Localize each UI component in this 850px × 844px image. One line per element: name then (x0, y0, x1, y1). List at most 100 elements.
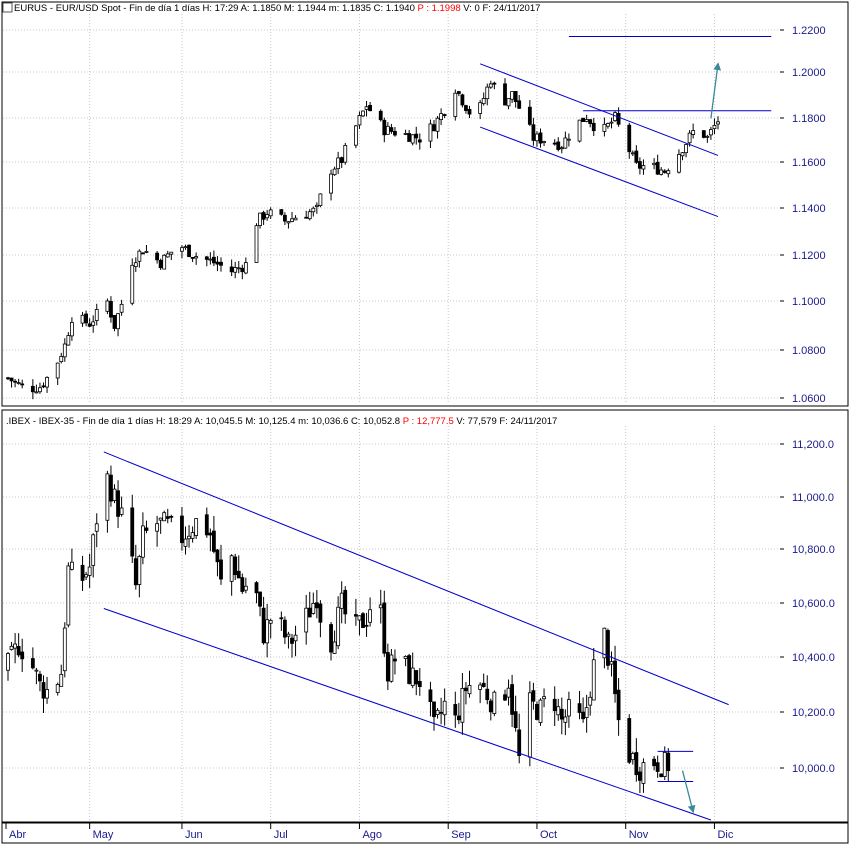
candle (133, 257, 138, 272)
candle (609, 117, 614, 129)
candle-body (634, 150, 639, 163)
candle-body (66, 335, 71, 346)
candle-body (460, 688, 465, 723)
candle (407, 130, 412, 142)
candle (80, 311, 85, 327)
candle (307, 209, 312, 221)
candle-body (666, 170, 671, 175)
trendline[interactable] (479, 126, 719, 218)
candle (169, 514, 174, 523)
candle (584, 694, 589, 733)
candle-body (542, 696, 546, 700)
candle (211, 515, 216, 554)
candle-body (87, 323, 92, 327)
candle-body (481, 682, 486, 687)
candle (339, 581, 344, 624)
candle-body (165, 253, 170, 258)
candle-body (112, 314, 117, 329)
candle-body (343, 145, 348, 163)
candle (353, 124, 358, 149)
ytick-label: 1.1800 (792, 113, 826, 125)
candle (677, 149, 681, 174)
candle-body (531, 690, 536, 702)
candle (652, 755, 656, 771)
candle-body (286, 633, 291, 637)
bottom-header-text: .IBEX - IBEX-35 - Fin de día 1 días H: 1… (6, 416, 557, 427)
candle (439, 108, 444, 125)
candle-body (630, 152, 635, 155)
candle-body (279, 209, 284, 215)
candle (307, 591, 312, 618)
candle (254, 223, 259, 263)
candle (556, 137, 561, 152)
bottom-yaxis: 11,200.0 11,000.0 10,800.0 10,600.0 10,400.0… (780, 439, 835, 775)
candle-body (109, 300, 113, 318)
trendline[interactable] (479, 63, 719, 156)
top-header-box-icon[interactable] (2, 2, 13, 13)
candle-body (385, 652, 390, 682)
ytick-label: 11,200.0 (792, 439, 834, 451)
candle (30, 647, 35, 670)
candle (666, 748, 671, 782)
candle-body (538, 699, 543, 723)
candle-body (243, 262, 248, 274)
candle (527, 100, 532, 127)
candle (638, 157, 642, 175)
candle (559, 145, 564, 154)
candle-body (453, 92, 458, 117)
candle-body (567, 138, 571, 141)
candle (630, 150, 635, 157)
candle-body (382, 119, 387, 136)
candle-body (258, 212, 262, 227)
candle-body (165, 516, 170, 519)
candle-body (407, 133, 412, 142)
candle (236, 261, 241, 274)
candle (66, 562, 71, 628)
candle-body (30, 658, 35, 669)
candle (70, 548, 74, 571)
candle-body (556, 706, 561, 716)
candle (581, 117, 585, 123)
candle (158, 517, 163, 534)
candle (552, 139, 557, 146)
candle (385, 643, 390, 691)
candle (155, 515, 160, 547)
candle-body (414, 133, 419, 139)
candle-body (389, 127, 394, 132)
trendline[interactable] (103, 608, 712, 821)
candle (439, 697, 444, 725)
candle (41, 675, 46, 714)
candle-body (261, 212, 266, 220)
candle-body (268, 209, 273, 217)
candle (190, 526, 195, 543)
candle (527, 681, 532, 767)
candle (687, 130, 692, 147)
candle-body (254, 582, 259, 594)
candle (304, 210, 309, 219)
projection-arrow[interactable] (681, 770, 696, 814)
candle (503, 689, 507, 702)
candle (691, 123, 696, 139)
candle-body (105, 473, 110, 521)
candle (180, 245, 184, 259)
candle-body (659, 773, 664, 778)
candle-body (485, 688, 490, 701)
candle (705, 134, 710, 143)
candle (655, 154, 660, 176)
candle-body (243, 585, 248, 591)
candle-body (535, 133, 539, 142)
candle (538, 128, 543, 148)
candle-body (467, 108, 472, 115)
candle-body (588, 119, 593, 124)
candle (282, 212, 287, 225)
candle (606, 628, 610, 670)
projection-arrow[interactable] (710, 62, 722, 119)
candle (318, 600, 323, 638)
candle-body (233, 267, 238, 273)
candle (187, 244, 191, 258)
candle-body (442, 700, 447, 716)
candle-body (211, 256, 216, 264)
trendline[interactable] (103, 451, 729, 706)
ytick-label: 10,000.0 (792, 763, 835, 775)
candle (552, 686, 557, 727)
